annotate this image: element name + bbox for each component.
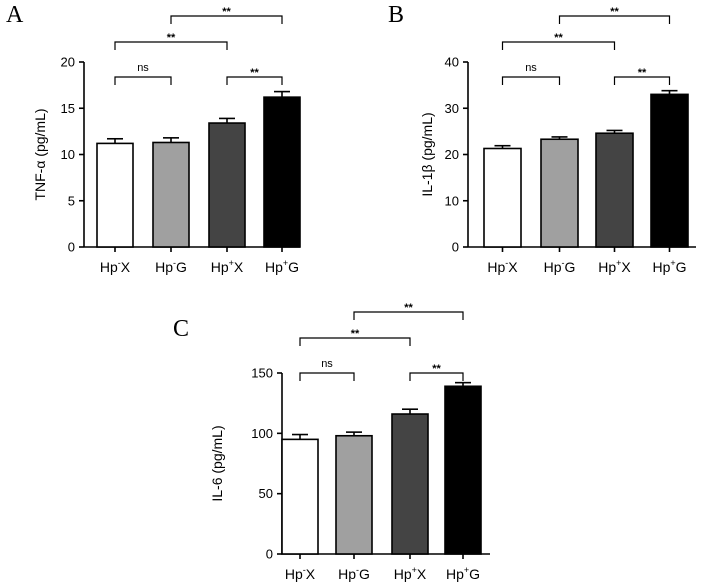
y-tick-label: 20 bbox=[445, 147, 459, 162]
y-tick-label: 40 bbox=[445, 55, 459, 70]
y-tick-label: 5 bbox=[68, 193, 75, 208]
significance-bracket bbox=[501, 41, 616, 50]
bar bbox=[152, 141, 190, 248]
significance-bracket bbox=[114, 41, 228, 50]
y-tick-label: 10 bbox=[445, 193, 459, 208]
panel-c: C 0 50 100 150 IL-6 (pg/mL) Hp-X Hp-G Hp+X Hp+G ns… bbox=[173, 302, 490, 582]
significance-bracket bbox=[299, 337, 411, 346]
significance-bracket bbox=[613, 76, 671, 85]
bar bbox=[540, 138, 579, 248]
x-tick-label: Hp+X bbox=[598, 258, 631, 275]
y-tick-label: 150 bbox=[251, 366, 273, 381]
panel-letter: C bbox=[173, 316, 189, 342]
x-tick-label: Hp+X bbox=[211, 258, 244, 275]
x-tick-label: Hp+X bbox=[394, 565, 427, 582]
y-tick-label: 10 bbox=[61, 147, 75, 162]
y-tick-label: 15 bbox=[61, 101, 75, 116]
x-tick-label: Hp+G bbox=[446, 565, 480, 582]
x-tick-label: Hp-X bbox=[487, 258, 518, 275]
significance-bracket bbox=[558, 15, 671, 24]
bar bbox=[391, 413, 429, 555]
significance-label: ** bbox=[404, 302, 413, 314]
bar bbox=[595, 132, 634, 248]
significance-label: ** bbox=[610, 6, 619, 18]
y-axis-label: IL-1β (pg/mL) bbox=[419, 112, 435, 196]
bar bbox=[444, 385, 482, 555]
panel-b: B 0 10 20 30 40 IL-1β (pg/mL) Hp-X Hp-G Hp+X Hp+G n… bbox=[388, 2, 696, 275]
y-tick-label: 0 bbox=[452, 240, 459, 255]
significance-label: ns bbox=[321, 358, 333, 370]
x-tick-label: Hp-X bbox=[100, 258, 131, 275]
bar bbox=[281, 438, 319, 555]
significance-bracket bbox=[409, 372, 464, 381]
x-tick-label: Hp+G bbox=[652, 258, 686, 275]
x-tick-label: Hp-G bbox=[544, 258, 576, 275]
y-tick-label: 30 bbox=[445, 101, 459, 116]
y-axis-label: IL-6 (pg/mL) bbox=[209, 425, 225, 501]
significance-label: ns bbox=[137, 62, 149, 74]
y-axis-label: TNF-α (pg/mL) bbox=[32, 108, 48, 200]
significance-bracket bbox=[114, 76, 172, 85]
y-tick-label: 20 bbox=[61, 55, 75, 70]
x-tick-label: Hp-X bbox=[285, 565, 316, 582]
panel-letter: A bbox=[6, 2, 24, 28]
bar bbox=[483, 147, 522, 248]
significance-label: ** bbox=[638, 67, 647, 79]
x-tick-label: Hp+G bbox=[265, 258, 299, 275]
x-tick-label: Hp-G bbox=[338, 565, 370, 582]
y-tick-label: 50 bbox=[259, 486, 273, 501]
y-tick-label: 100 bbox=[251, 426, 273, 441]
bar bbox=[335, 434, 373, 555]
significance-label: ** bbox=[250, 67, 259, 79]
bar bbox=[208, 122, 246, 248]
panel-a: A 0 5 10 15 20 TNF-α (pg/mL) Hp-X Hp-G Hp+X Hp+G ns… bbox=[6, 2, 301, 275]
significance-label: ns bbox=[525, 62, 537, 74]
significance-bracket bbox=[226, 76, 283, 85]
bar bbox=[96, 142, 134, 248]
y-tick-label: 0 bbox=[68, 240, 75, 255]
significance-label: ** bbox=[351, 328, 360, 340]
significance-label: ** bbox=[432, 363, 441, 375]
significance-label: ** bbox=[222, 6, 231, 18]
bar bbox=[650, 93, 689, 248]
significance-bracket bbox=[170, 15, 283, 24]
significance-label: ** bbox=[554, 32, 563, 44]
bar bbox=[263, 96, 301, 248]
significance-bracket bbox=[299, 372, 355, 381]
significance-label: ** bbox=[167, 32, 176, 44]
panel-letter: B bbox=[388, 2, 404, 28]
x-tick-label: Hp-G bbox=[155, 258, 187, 275]
significance-bracket bbox=[501, 76, 561, 85]
significance-bracket bbox=[353, 311, 464, 320]
y-tick-label: 0 bbox=[266, 547, 273, 562]
